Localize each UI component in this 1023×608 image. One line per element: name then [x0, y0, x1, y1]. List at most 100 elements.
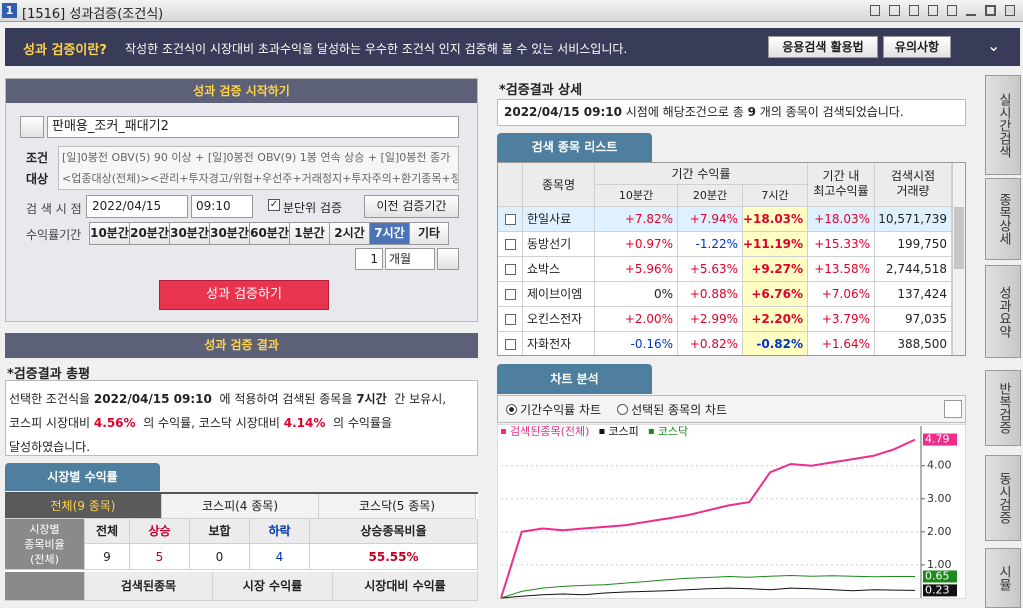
side-tab[interactable]: 성과요약 — [985, 265, 1021, 358]
section-header: 성과 검증 시작하기 — [6, 79, 477, 103]
tab[interactable]: 시장별 수익률 — [5, 463, 160, 491]
cell: -0.16% — [595, 332, 678, 355]
cell: 10,571,739 — [875, 207, 952, 232]
period-button[interactable]: 7시간 — [369, 222, 410, 245]
label: 수익률기간 — [26, 228, 82, 242]
text: 4.56% — [93, 416, 136, 430]
banner: 성과 검증이란? 작성한 조건식이 시장대비 초과수익을 달성하는 우수한 조건… — [5, 28, 1020, 66]
cell: +2.20% — [743, 307, 808, 332]
header: 기간 내 최고수익률 — [808, 163, 875, 207]
checkbox-label: 분단위 검증 — [283, 201, 343, 215]
side-tab[interactable]: 반복검증 — [985, 370, 1021, 446]
label: 조건 — [26, 151, 49, 165]
text: 7시간 — [356, 392, 387, 406]
radio-label: 선택된 종목의 차트 — [631, 402, 728, 417]
run-button[interactable]: 성과 검증하기 — [159, 280, 329, 310]
cell: +7.82% — [595, 207, 678, 232]
collapse[interactable]: ⌄ — [987, 36, 1001, 55]
header: 종목명 — [523, 163, 595, 207]
header: 시장 수익률 — [213, 572, 333, 601]
button[interactable]: 이전 검증기간 — [364, 195, 459, 218]
cell: 0% — [595, 282, 678, 307]
condition-box: [일]0봉전 OBV(5) 90 이상 + [일]0봉전 OBV(9) 1봉 연… — [58, 146, 459, 190]
row-label: 시장별 종목비율 (전체) — [5, 519, 85, 570]
period-group: 10분간 20분간 30분간 30분간 60분간 1분간 2시간 7시간 기타 — [89, 222, 449, 245]
detail-title: *검증결과 상세 — [499, 83, 583, 98]
tab[interactable]: 차트 분석 — [497, 364, 652, 394]
cell: -0.82% — [743, 332, 808, 355]
cell: 제이브이엠 — [523, 282, 595, 307]
y-tick-label: 1.00 — [927, 558, 952, 571]
header: 상승종목비율 — [310, 519, 478, 544]
period-button[interactable]: 10분간 — [89, 222, 130, 245]
period-button[interactable]: 기타 — [409, 222, 449, 245]
value: 55.55% — [310, 544, 478, 570]
cell: +13.58% — [808, 257, 875, 282]
button[interactable]: 응용검색 활용법 — [768, 36, 878, 58]
cell: +2.99% — [678, 307, 743, 332]
condition-text: [일]0봉전 OBV(5) 90 이상 + [일]0봉전 OBV(9) 1봉 연… — [62, 151, 451, 164]
series-line — [500, 438, 916, 599]
table-icon[interactable] — [944, 400, 962, 418]
cell: +1.64% — [808, 332, 875, 355]
side-tab[interactable]: 시뮬 — [985, 548, 1021, 608]
checkbox[interactable] — [505, 339, 516, 350]
checkbox[interactable] — [505, 289, 516, 300]
period-button[interactable]: 30분간 — [169, 222, 210, 245]
value: 5 — [130, 544, 190, 570]
side-tab[interactable]: 실시간검색 — [985, 75, 1021, 175]
checkbox[interactable] — [505, 239, 516, 250]
y-tick-label: 3.00 — [927, 492, 952, 505]
period-button[interactable]: 2시간 — [329, 222, 370, 245]
time-input[interactable]: 09:10 — [191, 195, 253, 218]
period-button[interactable]: 20분간 — [129, 222, 170, 245]
checkbox[interactable]: ✓ — [268, 199, 280, 211]
period-button[interactable]: 1분간 — [289, 222, 330, 245]
cell: +15.33% — [808, 232, 875, 257]
condition-select[interactable]: 판매용_조커_패대기2 — [47, 116, 459, 138]
period-button[interactable]: 60분간 — [249, 222, 290, 245]
checkbox[interactable] — [505, 264, 516, 275]
header — [5, 572, 85, 601]
tab[interactable]: 검색 종목 리스트 — [497, 133, 652, 162]
series-line — [500, 587, 916, 599]
legend-label: 코스닥 — [658, 425, 688, 438]
text: 시점에 해당조건으로 총 — [621, 105, 748, 119]
side-tab[interactable]: 종목상세 — [985, 178, 1021, 260]
period-button[interactable]: 30분간 — [209, 222, 250, 245]
radio — [617, 403, 629, 415]
checkbox-cell — [498, 257, 523, 282]
scroll-thumb[interactable] — [954, 207, 964, 269]
radio-option[interactable]: 선택된 종목의 차트 — [617, 401, 727, 418]
window-controls[interactable] — [870, 5, 1015, 17]
checkbox[interactable] — [505, 214, 516, 225]
legend-label: 코스피 — [608, 425, 638, 438]
text: 달성하였습니다. — [9, 440, 91, 454]
header: 20분간 — [678, 185, 743, 207]
badge: 1 — [2, 3, 17, 18]
cell: 97,035 — [875, 307, 952, 332]
text: 의 수익률, 코스닥 시장대비 — [135, 416, 284, 430]
cell: +7.94% — [678, 207, 743, 232]
month-input[interactable]: 1 — [355, 248, 383, 270]
chart: 1.00 2.00 3.00 4.00 검색된종목(전체) 4.79 코스피 0.23 코스닥 0… — [497, 424, 966, 599]
banner-text: 작성한 조건식이 시장대비 초과수익을 달성하는 우수한 조건식 인지 검증해 … — [125, 42, 628, 56]
cell: +18.03% — [743, 207, 808, 232]
cell: +6.76% — [743, 282, 808, 307]
settings-button[interactable] — [437, 248, 459, 270]
checkbox-cell — [498, 232, 523, 257]
side-tab[interactable]: 동시검증 — [985, 455, 1021, 541]
radio-label: 기간수익률 차트 — [520, 402, 602, 417]
icon-button[interactable] — [20, 116, 44, 138]
button[interactable]: 유의사항 — [883, 36, 951, 58]
date-input[interactable]: 2022/04/15 — [86, 195, 188, 218]
label: 대상 — [26, 172, 49, 186]
radio-option[interactable]: 기간수익률 차트 — [506, 401, 601, 418]
cell: 2,744,518 — [875, 257, 952, 282]
header: 기간 수익률 — [595, 163, 808, 185]
month-unit[interactable]: 개월 — [385, 248, 435, 270]
checkbox[interactable] — [505, 314, 516, 325]
summary-line: 달성하였습니다. — [9, 435, 474, 459]
header: 시장대비 수익률 — [333, 572, 478, 601]
cell: 199,750 — [875, 232, 952, 257]
